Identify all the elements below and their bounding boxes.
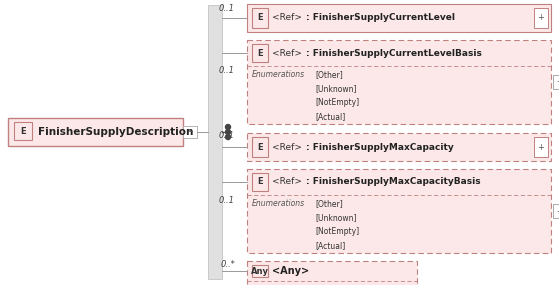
Text: [Actual]: [Actual] <box>315 112 345 121</box>
Text: 0..1: 0..1 <box>219 66 235 75</box>
Bar <box>247 169 551 253</box>
Text: FinisherSupplyDescription: FinisherSupplyDescription <box>38 127 193 137</box>
Text: [Other]: [Other] <box>315 70 343 79</box>
Text: [Actual]: [Actual] <box>315 241 345 250</box>
Bar <box>247 4 551 32</box>
Bar <box>252 137 268 157</box>
Bar <box>247 261 417 285</box>
Text: [NotEmpty]: [NotEmpty] <box>315 227 359 236</box>
Text: : FinisherSupplyCurrentLevelBasis: : FinisherSupplyCurrentLevelBasis <box>306 48 482 58</box>
Bar <box>252 173 268 191</box>
Bar <box>208 5 222 279</box>
Text: [NotEmpty]: [NotEmpty] <box>315 98 359 107</box>
Text: Enumerations: Enumerations <box>252 70 305 79</box>
Text: 0..1: 0..1 <box>219 4 235 13</box>
Text: [Unknown]: [Unknown] <box>315 84 357 93</box>
Text: : FinisherSupplyCurrentLevel: : FinisherSupplyCurrentLevel <box>306 13 455 23</box>
Circle shape <box>225 135 230 139</box>
Circle shape <box>225 129 230 135</box>
Text: 0..1: 0..1 <box>219 196 235 205</box>
Text: E: E <box>257 142 263 152</box>
Text: [Unknown]: [Unknown] <box>315 213 357 222</box>
Text: [Other]: [Other] <box>315 199 343 208</box>
Text: −: − <box>187 127 193 137</box>
Bar <box>252 8 268 28</box>
Text: E: E <box>20 127 26 135</box>
Text: E: E <box>257 13 263 23</box>
Bar <box>14 122 32 140</box>
Text: <Any>: <Any> <box>272 266 309 276</box>
Bar <box>252 44 268 62</box>
Text: E: E <box>257 178 263 186</box>
Text: <Ref>: <Ref> <box>272 142 302 152</box>
Text: <Ref>: <Ref> <box>272 178 302 186</box>
Text: E: E <box>257 48 263 58</box>
Bar <box>8 118 183 146</box>
Text: +: + <box>538 142 544 152</box>
Bar <box>247 133 551 161</box>
Bar <box>183 126 197 138</box>
Text: <Ref>: <Ref> <box>272 13 302 23</box>
Text: 0..1: 0..1 <box>219 131 235 140</box>
Bar <box>247 40 551 124</box>
Text: <Ref>: <Ref> <box>272 48 302 58</box>
Text: Any: Any <box>251 266 269 276</box>
Text: +: + <box>557 207 559 215</box>
Circle shape <box>225 125 230 129</box>
Text: : FinisherSupplyMaxCapacityBasis: : FinisherSupplyMaxCapacityBasis <box>306 178 481 186</box>
Bar <box>252 265 268 277</box>
Text: +: + <box>557 78 559 87</box>
Text: 0..*: 0..* <box>220 260 235 269</box>
Text: Enumerations: Enumerations <box>252 199 305 208</box>
Bar <box>553 75 559 89</box>
Text: +: + <box>538 13 544 23</box>
Bar <box>534 8 548 28</box>
Bar <box>553 204 559 218</box>
Text: : FinisherSupplyMaxCapacity: : FinisherSupplyMaxCapacity <box>306 142 454 152</box>
Bar <box>534 137 548 157</box>
